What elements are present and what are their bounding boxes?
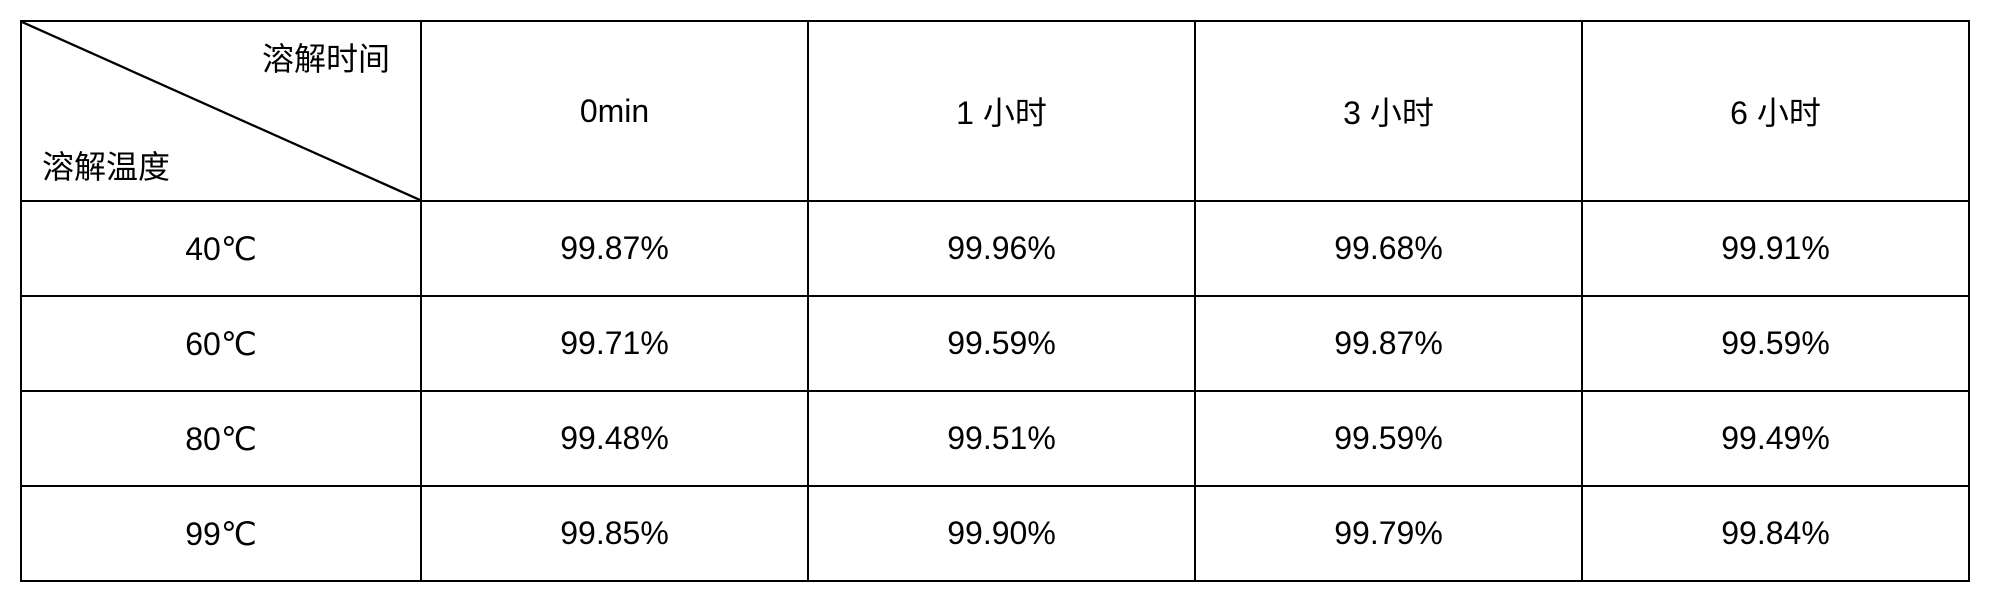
data-cell: 99.51% [808,391,1195,486]
dissolution-table: 溶解时间 溶解温度 0min 1 小时 3 小时 6 小时 40℃ 99.87%… [20,20,1970,582]
data-cell: 99.71% [421,296,808,391]
data-cell: 99.96% [808,201,1195,296]
data-cell: 99.90% [808,486,1195,581]
data-cell: 99.68% [1195,201,1582,296]
col-header-1: 1 小时 [808,21,1195,201]
data-cell: 99.59% [1195,391,1582,486]
dissolution-table-container: 溶解时间 溶解温度 0min 1 小时 3 小时 6 小时 40℃ 99.87%… [20,20,1970,582]
data-cell: 99.91% [1582,201,1969,296]
data-cell: 99.79% [1195,486,1582,581]
row-label-2: 80℃ [21,391,421,486]
header-bottom-label: 溶解温度 [42,142,170,188]
data-cell: 99.48% [421,391,808,486]
row-label-3: 99℃ [21,486,421,581]
table-header-row: 溶解时间 溶解温度 0min 1 小时 3 小时 6 小时 [21,21,1969,201]
header-top-label: 溶解时间 [262,34,390,80]
row-label-1: 60℃ [21,296,421,391]
data-cell: 99.85% [421,486,808,581]
col-header-2: 3 小时 [1195,21,1582,201]
data-cell: 99.59% [808,296,1195,391]
diagonal-header-cell: 溶解时间 溶解温度 [21,21,421,201]
col-header-3: 6 小时 [1582,21,1969,201]
data-cell: 99.87% [421,201,808,296]
row-label-0: 40℃ [21,201,421,296]
data-cell: 99.84% [1582,486,1969,581]
data-cell: 99.49% [1582,391,1969,486]
table-row: 40℃ 99.87% 99.96% 99.68% 99.91% [21,201,1969,296]
table-row: 60℃ 99.71% 99.59% 99.87% 99.59% [21,296,1969,391]
table-row: 80℃ 99.48% 99.51% 99.59% 99.49% [21,391,1969,486]
col-header-0: 0min [421,21,808,201]
data-cell: 99.87% [1195,296,1582,391]
table-row: 99℃ 99.85% 99.90% 99.79% 99.84% [21,486,1969,581]
data-cell: 99.59% [1582,296,1969,391]
